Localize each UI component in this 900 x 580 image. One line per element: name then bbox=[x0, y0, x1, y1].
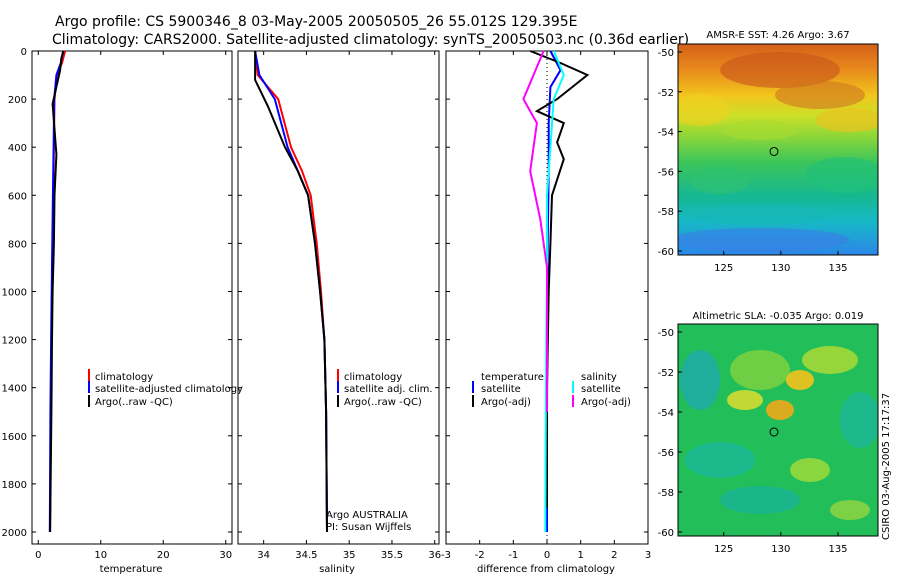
x-tick-label: 3 bbox=[645, 550, 651, 561]
map-x-tick-label: 135 bbox=[828, 263, 847, 274]
map-y-tick-label: -60 bbox=[658, 528, 674, 539]
series-line-argo-raw-qc- bbox=[254, 51, 328, 533]
x-tick-label: 35.5 bbox=[381, 550, 403, 561]
series-line-satellite-adj-clim- bbox=[254, 50, 328, 533]
sla-map-title: Altimetric SLA: -0.035 Argo: 0.019 bbox=[693, 311, 864, 322]
y-tick-label: 1200 bbox=[2, 336, 27, 347]
legend-label-sal-argo: Argo(-adj) bbox=[581, 397, 631, 408]
map-x-tick-label: 125 bbox=[714, 263, 733, 274]
map-y-tick-label: -60 bbox=[658, 247, 674, 258]
y-tick-label: 1400 bbox=[2, 384, 27, 395]
x-tick-label: 2 bbox=[611, 550, 617, 561]
series-line-salinity-argo-adj- bbox=[522, 50, 548, 412]
x-tick-label: 0 bbox=[544, 550, 550, 561]
temperature-lines bbox=[48, 50, 67, 533]
x-tick-label: 35 bbox=[343, 550, 356, 561]
y-tick-label: 600 bbox=[8, 191, 27, 202]
y-tick-label: 1800 bbox=[2, 480, 27, 491]
salinity-axes-frame bbox=[237, 50, 440, 545]
x-tick-label: -2 bbox=[475, 550, 485, 561]
legend-label-satellite: satellite-adjusted climatology bbox=[95, 384, 243, 395]
temperature-legend: climatology satellite-adjusted climatolo… bbox=[88, 369, 243, 408]
annotation-argo-australia: Argo AUSTRALIA bbox=[326, 510, 408, 521]
y-tick-label: 800 bbox=[8, 239, 27, 250]
x-tick-label: 0 bbox=[35, 550, 41, 561]
sst-map-ticks: 125 130 135 -50 -52 -54 -56 -58 -60 bbox=[658, 48, 848, 274]
legend-label-climatology: climatology bbox=[95, 372, 153, 383]
difference-legend: temperature satellite Argo(-adj) salinit… bbox=[472, 372, 631, 408]
title-line-2: Climatology: CARS2000. Satellite-adjuste… bbox=[52, 32, 689, 48]
footer-stamp: CSIRO 03-Aug-2005 17:17:37 bbox=[881, 393, 892, 540]
difference-lines bbox=[522, 50, 590, 544]
legend-label-argo: Argo(..raw -QC) bbox=[95, 397, 173, 408]
difference-ticks: -3 -2 -1 0 1 2 3 bbox=[441, 50, 651, 561]
map-y-tick-label: -50 bbox=[658, 48, 674, 59]
map-y-tick-label: -58 bbox=[658, 488, 674, 499]
map-x-tick-label: 130 bbox=[771, 263, 790, 274]
x-tick-label: 10 bbox=[94, 550, 107, 561]
legend-label-sal-satellite: satellite bbox=[581, 384, 621, 395]
x-tick-label: -1 bbox=[508, 550, 518, 561]
title-line-1: Argo profile: CS 5900346_8 03-May-2005 2… bbox=[55, 14, 577, 30]
salinity-ticks: 34 34.5 35 35.5 36 bbox=[238, 50, 441, 561]
salinity-xlabel: salinity bbox=[319, 564, 355, 575]
sst-map-frame bbox=[677, 43, 879, 256]
map-y-tick-label: -58 bbox=[658, 207, 674, 218]
legend-label-argo: Argo(..raw -QC) bbox=[344, 397, 422, 408]
temperature-xlabel: temperature bbox=[100, 564, 163, 575]
temperature-panel: 0 10 20 30 0 200 400 600 800 1000 1200 1400 1600 1800… bbox=[2, 47, 243, 575]
map-y-tick-label: -50 bbox=[658, 328, 674, 339]
series-line-salinity-satellite bbox=[544, 50, 565, 533]
sst-map: AMSR-E SST: 4.26 Argo: 3.67 125 130 135 -50… bbox=[658, 30, 879, 274]
salinity-legend: climatology satellite adj. clim. Argo(..… bbox=[337, 369, 433, 408]
map-y-tick-label: -56 bbox=[658, 167, 674, 178]
map-y-tick-label: -54 bbox=[658, 408, 674, 419]
y-tick-label: 200 bbox=[8, 95, 27, 106]
y-tick-label: 400 bbox=[8, 143, 27, 154]
salinity-lines bbox=[254, 50, 328, 533]
legend-label-temp-satellite: satellite bbox=[481, 384, 521, 395]
sst-argo-location-marker bbox=[769, 146, 779, 156]
y-tick-label: 0 bbox=[21, 47, 27, 58]
map-y-tick-label: -52 bbox=[658, 88, 674, 99]
legend-label-satellite: satellite adj. clim. bbox=[344, 384, 433, 395]
annotation-pi: PI: Susan Wijffels bbox=[326, 522, 411, 533]
map-y-tick-label: -52 bbox=[658, 368, 674, 379]
x-tick-label: 34.5 bbox=[295, 550, 317, 561]
sla-map-field bbox=[678, 324, 878, 536]
x-tick-label: 20 bbox=[157, 550, 170, 561]
x-tick-label: 36 bbox=[428, 550, 441, 561]
legend-temperature-header: temperature bbox=[481, 372, 544, 383]
legend-salinity-header: salinity bbox=[581, 372, 617, 383]
difference-panel: -3 -2 -1 0 1 2 3 difference from climatology t… bbox=[441, 50, 651, 575]
series-line-temperature-argo-adj- bbox=[529, 50, 590, 508]
sla-map-frame bbox=[677, 323, 879, 537]
sla-argo-location-marker bbox=[769, 427, 779, 437]
series-line-argo-raw-qc- bbox=[49, 50, 65, 533]
temperature-axes-frame bbox=[31, 50, 233, 545]
sla-map: Altimetric SLA: -0.035 Argo: 0.019 125 13… bbox=[658, 311, 879, 555]
map-x-tick-label: 130 bbox=[771, 544, 790, 555]
x-tick-label: -3 bbox=[441, 550, 451, 561]
difference-xlabel: difference from climatology bbox=[477, 564, 615, 575]
y-tick-label: 2000 bbox=[2, 528, 27, 539]
series-line-climatology bbox=[254, 50, 328, 533]
x-tick-label: 30 bbox=[219, 550, 232, 561]
y-tick-label: 1000 bbox=[2, 287, 27, 298]
sst-map-title: AMSR-E SST: 4.26 Argo: 3.67 bbox=[706, 30, 849, 41]
map-y-tick-label: -56 bbox=[658, 448, 674, 459]
x-tick-label: 34 bbox=[257, 550, 270, 561]
x-tick-label: 1 bbox=[577, 550, 583, 561]
map-x-tick-label: 135 bbox=[828, 544, 847, 555]
legend-label-climatology: climatology bbox=[344, 372, 402, 383]
y-tick-label: 1600 bbox=[2, 432, 27, 443]
sla-map-ticks: 125 130 135 -50 -52 -54 -56 -58 -60 bbox=[658, 328, 848, 555]
map-y-tick-label: -54 bbox=[658, 128, 674, 139]
temperature-ticks: 0 10 20 30 0 200 400 600 800 1000 1200 1400 1600 1800… bbox=[2, 47, 233, 561]
salinity-panel: 34 34.5 35 35.5 36 salinity climatology sate… bbox=[237, 50, 441, 575]
legend-label-temp-argo: Argo(-adj) bbox=[481, 397, 531, 408]
map-x-tick-label: 125 bbox=[714, 544, 733, 555]
